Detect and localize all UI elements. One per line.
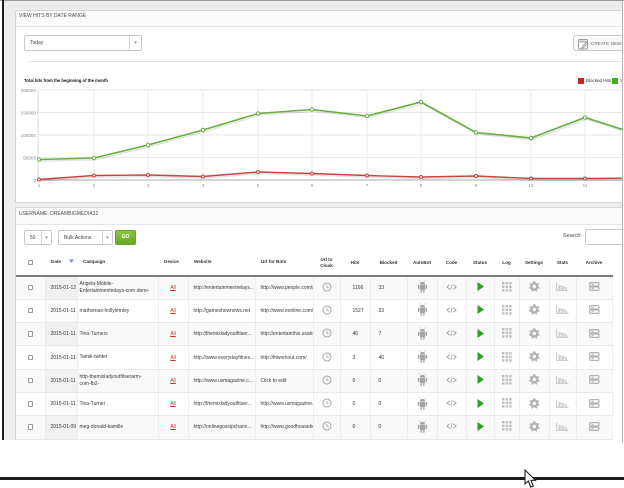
svg-text:1: 1 bbox=[38, 183, 41, 188]
svg-text:10: 10 bbox=[528, 183, 534, 188]
svg-text:5: 5 bbox=[257, 183, 260, 188]
svg-text:100000: 100000 bbox=[21, 133, 37, 138]
svg-text:11: 11 bbox=[583, 183, 588, 188]
svg-text:0: 0 bbox=[33, 178, 36, 183]
svg-text:6: 6 bbox=[311, 183, 314, 188]
svg-text:200000: 200000 bbox=[21, 88, 37, 93]
svg-text:3: 3 bbox=[147, 183, 150, 188]
svg-text:9: 9 bbox=[475, 183, 478, 188]
svg-text:4: 4 bbox=[202, 183, 205, 188]
svg-text:50000: 50000 bbox=[23, 156, 36, 161]
svg-text:8: 8 bbox=[420, 183, 423, 188]
svg-text:150000: 150000 bbox=[21, 111, 37, 116]
svg-text:7: 7 bbox=[366, 183, 369, 188]
svg-text:2: 2 bbox=[93, 183, 96, 188]
